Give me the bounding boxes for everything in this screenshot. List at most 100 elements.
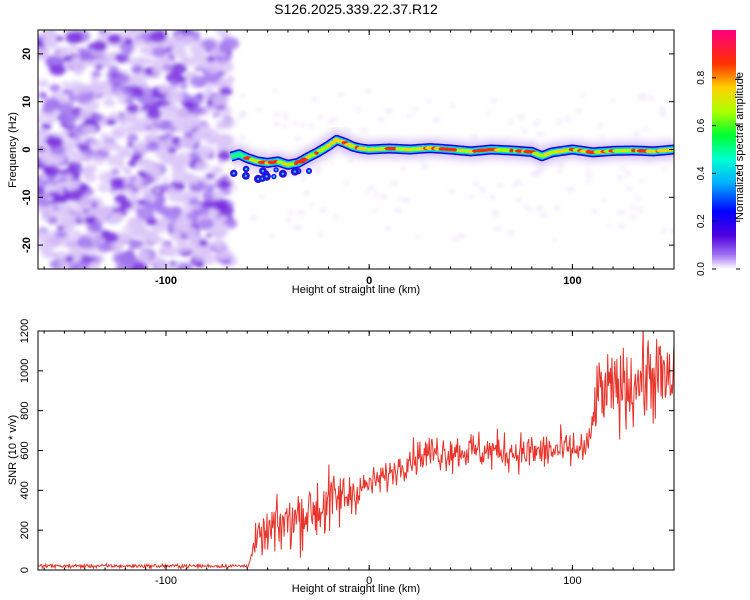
noise-blob	[198, 239, 208, 247]
noise-blob	[148, 236, 159, 244]
noise-blob	[141, 180, 150, 187]
noise-blob	[58, 261, 66, 267]
noise-blob	[126, 142, 135, 148]
top-ytick-label: -20	[21, 237, 33, 253]
ridge-blob-core	[244, 174, 248, 178]
noise-blob	[72, 133, 81, 140]
noise-speck	[553, 238, 558, 242]
noise-blob	[41, 248, 55, 259]
noise-speck	[273, 121, 280, 127]
noise-blob	[38, 92, 43, 98]
noise-speck	[432, 117, 440, 122]
signal-ridge	[227, 125, 674, 184]
noise-blob	[68, 44, 78, 52]
noise-speck	[406, 114, 413, 118]
noise-speck	[394, 208, 402, 213]
noise-blob	[133, 117, 151, 130]
noise-blob	[88, 81, 106, 94]
noise-blob	[98, 30, 107, 35]
noise-speck	[626, 186, 633, 191]
noise-blob	[112, 143, 122, 151]
noise-blob	[64, 147, 75, 155]
noise-blob	[201, 199, 214, 209]
noise-blob	[67, 94, 77, 101]
colorbar-tick-label: 0.6	[696, 118, 707, 132]
noise-blob	[176, 75, 187, 84]
noise-blob	[201, 151, 211, 158]
bottom-xtick-label: 0	[366, 575, 372, 587]
noise-speck	[269, 233, 275, 238]
noise-speck	[637, 94, 642, 100]
bottom-ytick-label: 1200	[19, 319, 31, 343]
colorbar-tick-label: 0.2	[696, 214, 707, 228]
noise-blob	[178, 136, 197, 150]
noise-blob	[170, 46, 181, 54]
noise-speck	[529, 171, 538, 176]
noise-speck	[288, 210, 295, 215]
noise-blob	[202, 70, 222, 84]
noise-blob	[170, 80, 180, 88]
ridge-blob-core	[261, 169, 265, 173]
noise-blob	[139, 48, 146, 54]
noise-speck	[273, 88, 278, 93]
noise-blob	[108, 76, 121, 86]
noise-blob	[65, 31, 83, 44]
noise-blob	[95, 64, 103, 70]
noise-speck	[258, 195, 266, 199]
noise-blob	[90, 231, 101, 239]
noise-blob	[170, 62, 187, 75]
noise-blob	[38, 139, 45, 148]
noise-blob	[188, 151, 200, 160]
noise-blob	[212, 239, 227, 250]
noise-speck	[639, 179, 646, 183]
noise-speck	[472, 182, 479, 186]
ridge-blob-core	[256, 177, 260, 181]
bottom-xtick-label: 100	[563, 575, 581, 587]
noise-blob	[62, 139, 77, 150]
noise-blob	[160, 152, 179, 166]
ridge-hotspot	[316, 148, 325, 153]
noise-speck	[629, 215, 637, 219]
noise-blob	[163, 207, 182, 220]
bottom-ytick-label: 600	[19, 441, 31, 459]
noise-speck	[526, 207, 533, 212]
chart-title: S126.2025.339.22.37.R12	[274, 1, 438, 17]
noise-speck	[327, 120, 334, 125]
noise-blob	[59, 169, 67, 175]
noise-blob	[192, 131, 207, 142]
noise-blob	[47, 216, 59, 225]
noise-speck	[292, 226, 301, 230]
ridge-hotspot	[325, 143, 332, 148]
noise-blob	[191, 220, 200, 227]
noise-blob	[131, 30, 143, 38]
noise-speck	[255, 107, 263, 112]
noise-speck	[600, 135, 605, 139]
top-xtick-label: -100	[155, 275, 177, 287]
noise-speck	[300, 122, 306, 128]
noise-speck	[609, 99, 616, 103]
noise-blob	[168, 190, 187, 203]
noise-blob	[224, 53, 233, 59]
noise-blob	[106, 154, 125, 167]
noise-blob	[154, 256, 163, 263]
ridge-blob-core	[272, 175, 276, 178]
colorbar-label: Normalized spectral amplitude	[734, 72, 746, 220]
noise-speck	[624, 170, 632, 176]
noise-speck	[479, 187, 486, 193]
ridge-hotspot	[276, 160, 284, 164]
noise-blob	[201, 92, 212, 100]
noise-blob	[212, 190, 225, 200]
ridge-hotspot	[651, 149, 657, 154]
ridge-hotspot	[451, 148, 458, 152]
noise-blob	[82, 209, 89, 214]
noise-speck	[496, 183, 504, 188]
noise-blob	[189, 250, 196, 255]
colorbar-tick-label: 0.0	[696, 262, 707, 276]
noise-blob	[38, 79, 49, 88]
noise-blob	[172, 119, 191, 133]
noise-blob	[217, 150, 232, 161]
colorbar: 0.0 0.2 0.4 0.6 0.8 Normalized spectral ampl…	[696, 30, 746, 276]
noise-blob	[159, 183, 171, 191]
noise-speck	[556, 169, 563, 173]
noise-blob	[42, 97, 61, 110]
